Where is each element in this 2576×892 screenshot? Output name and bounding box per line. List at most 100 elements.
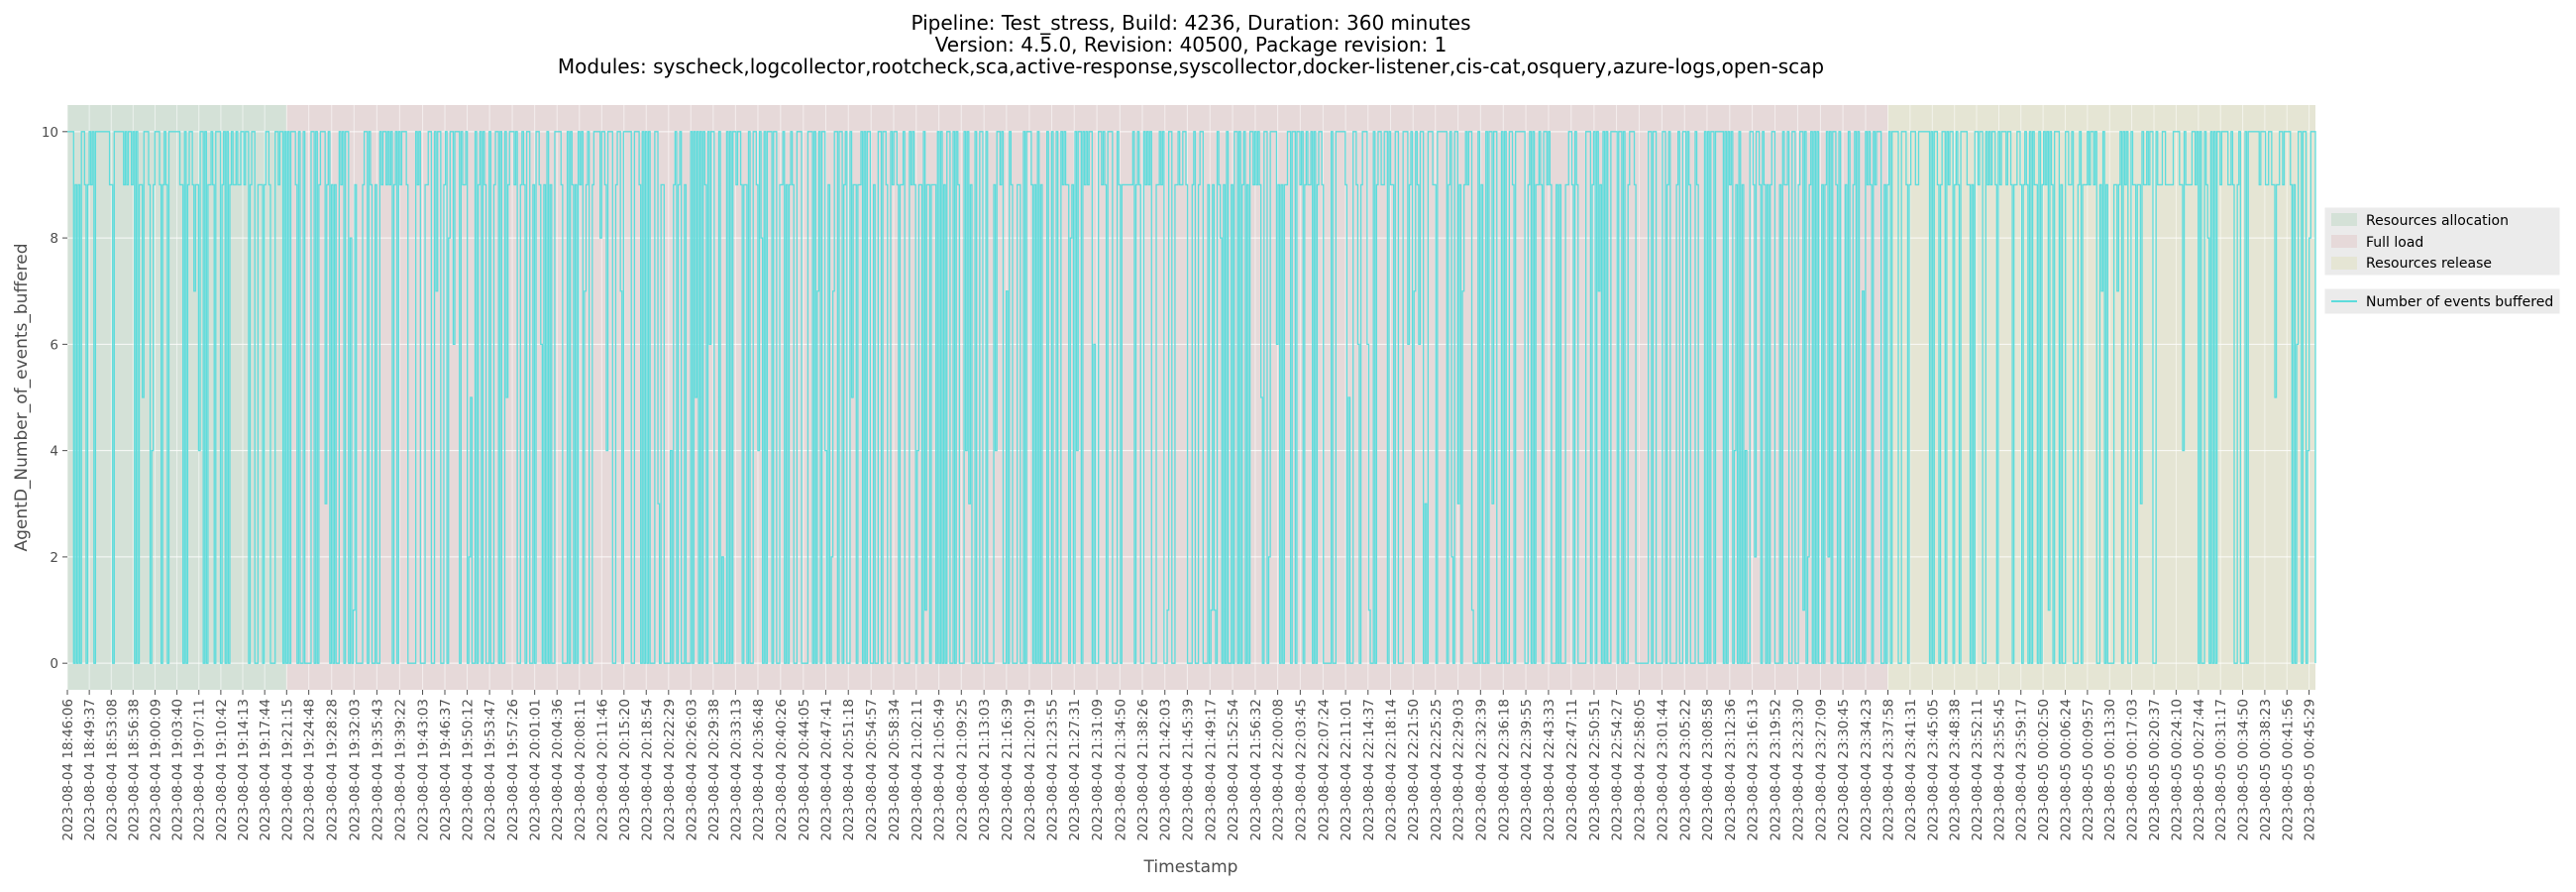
x-tick-label-10: 2023-08-04 19:21:15 <box>279 699 295 840</box>
y-axis-label: AgentD_Number_of_events_buffered <box>12 244 32 552</box>
x-tick-label-15: 2023-08-04 19:39:22 <box>392 699 408 840</box>
x-tick-label-35: 2023-08-04 20:51:18 <box>841 699 857 840</box>
x-tick-label-23: 2023-08-04 20:08:11 <box>573 699 589 840</box>
x-tick-label-7: 2023-08-04 19:10:42 <box>214 699 230 840</box>
x-tick-label-94: 2023-08-05 00:24:10 <box>2169 699 2185 840</box>
x-tick-label-3: 2023-08-04 18:56:38 <box>126 699 142 840</box>
x-tick-label-90: 2023-08-05 00:09:57 <box>2081 699 2096 840</box>
legend-label-events-buffered: Number of events buffered <box>2366 294 2553 310</box>
x-axis-ticks: 2023-08-04 18:46:06 2023-08-04 18:49:37 20… <box>60 690 2318 840</box>
x-tick-label-4: 2023-08-04 19:00:09 <box>148 699 163 840</box>
x-tick-label-58: 2023-08-04 22:14:37 <box>1361 699 1377 840</box>
y-tick-label-4: 8 <box>50 231 58 247</box>
chart-title-line-1: Pipeline: Test_stress, Build: 4236, Dura… <box>911 11 1470 35</box>
legend-swatch-resources-allocation <box>2331 213 2357 226</box>
x-tick-label-68: 2023-08-04 22:50:51 <box>1587 699 1603 840</box>
x-tick-label-49: 2023-08-04 21:42:03 <box>1158 699 1174 840</box>
y-tick-label-0: 0 <box>50 656 58 672</box>
y-tick-label-3: 6 <box>50 337 58 353</box>
legend-label-full-load: Full load <box>2366 235 2423 251</box>
y-tick-label-1: 2 <box>50 550 58 566</box>
x-tick-label-69: 2023-08-04 22:54:27 <box>1610 699 1626 840</box>
x-tick-label-39: 2023-08-04 21:05:49 <box>932 699 948 840</box>
x-tick-label-72: 2023-08-04 23:05:22 <box>1677 699 1693 840</box>
legend-series-box <box>2323 287 2561 315</box>
x-tick-label-16: 2023-08-04 19:43:03 <box>416 699 432 840</box>
x-tick-label-22: 2023-08-04 20:04:36 <box>550 699 566 840</box>
x-tick-label-32: 2023-08-04 20:40:26 <box>774 699 790 840</box>
x-tick-label-14: 2023-08-04 19:35:43 <box>370 699 385 840</box>
x-tick-label-63: 2023-08-04 22:32:39 <box>1473 699 1489 840</box>
x-tick-label-26: 2023-08-04 20:18:54 <box>639 699 655 840</box>
x-tick-label-12: 2023-08-04 19:28:28 <box>325 699 341 840</box>
legend-phases: Resources allocation Full load Resources… <box>2323 206 2561 277</box>
x-tick-label-47: 2023-08-04 21:34:50 <box>1113 699 1128 840</box>
x-tick-label-92: 2023-08-05 00:17:03 <box>2125 699 2141 840</box>
x-tick-label-89: 2023-08-05 00:06:24 <box>2059 699 2075 840</box>
x-tick-label-21: 2023-08-04 20:01:01 <box>528 699 544 840</box>
x-tick-label-97: 2023-08-05 00:34:50 <box>2236 699 2252 840</box>
x-tick-label-75: 2023-08-04 23:16:13 <box>1746 699 1762 840</box>
x-tick-label-31: 2023-08-04 20:36:48 <box>751 699 767 840</box>
x-tick-label-87: 2023-08-04 23:59:17 <box>2014 699 2030 840</box>
x-tick-label-46: 2023-08-04 21:31:09 <box>1090 699 1106 840</box>
x-tick-label-28: 2023-08-04 20:26:03 <box>684 699 699 840</box>
legend-label-resources-allocation: Resources allocation <box>2366 213 2509 229</box>
x-tick-label-38: 2023-08-04 21:02:11 <box>910 699 925 840</box>
x-tick-label-29: 2023-08-04 20:29:38 <box>706 699 722 840</box>
x-tick-label-5: 2023-08-04 19:03:40 <box>170 699 186 840</box>
x-tick-label-98: 2023-08-05 00:38:23 <box>2258 699 2274 840</box>
x-tick-label-76: 2023-08-04 23:19:52 <box>1769 699 1784 840</box>
x-tick-label-56: 2023-08-04 22:07:24 <box>1316 699 1332 840</box>
x-tick-label-62: 2023-08-04 22:29:03 <box>1451 699 1467 840</box>
x-tick-label-6: 2023-08-04 19:07:11 <box>192 699 208 840</box>
x-tick-label-66: 2023-08-04 22:43:33 <box>1542 699 1557 840</box>
x-axis-label: Timestamp <box>1143 857 1238 877</box>
x-tick-label-60: 2023-08-04 22:21:50 <box>1406 699 1422 840</box>
x-tick-label-50: 2023-08-04 21:45:39 <box>1180 699 1196 840</box>
x-tick-label-74: 2023-08-04 23:12:36 <box>1723 699 1739 840</box>
x-tick-label-43: 2023-08-04 21:20:19 <box>1022 699 1038 840</box>
legend-swatch-full-load <box>2331 235 2357 248</box>
x-tick-label-0: 2023-08-04 18:46:06 <box>60 699 76 840</box>
x-tick-label-9: 2023-08-04 19:17:44 <box>258 699 273 840</box>
x-tick-label-91: 2023-08-05 00:13:30 <box>2102 699 2118 840</box>
x-tick-label-65: 2023-08-04 22:39:55 <box>1519 699 1535 840</box>
x-tick-label-96: 2023-08-05 00:31:17 <box>2213 699 2229 840</box>
x-tick-label-42: 2023-08-04 21:16:39 <box>1000 699 1016 840</box>
x-tick-label-61: 2023-08-04 22:25:25 <box>1429 699 1445 840</box>
x-tick-label-86: 2023-08-04 23:55:45 <box>1991 699 2007 840</box>
x-tick-label-83: 2023-08-04 23:45:05 <box>1925 699 1941 840</box>
x-tick-label-44: 2023-08-04 21:23:55 <box>1045 699 1061 840</box>
x-tick-label-45: 2023-08-04 21:27:31 <box>1067 699 1083 840</box>
x-tick-label-30: 2023-08-04 20:33:13 <box>728 699 744 840</box>
x-tick-label-82: 2023-08-04 23:41:31 <box>1903 699 1919 840</box>
x-tick-label-33: 2023-08-04 20:44:05 <box>797 699 812 840</box>
y-tick-label-5: 10 <box>42 125 58 141</box>
chart-title-line-3: Modules: syscheck,logcollector,rootcheck… <box>558 55 1824 78</box>
x-tick-label-8: 2023-08-04 19:14:13 <box>236 699 252 840</box>
x-tick-label-93: 2023-08-05 00:20:37 <box>2147 699 2163 840</box>
x-tick-label-64: 2023-08-04 22:36:18 <box>1496 699 1512 840</box>
x-tick-label-37: 2023-08-04 20:58:34 <box>887 699 903 840</box>
phase-band-1 <box>286 105 1888 690</box>
x-tick-label-73: 2023-08-04 23:08:58 <box>1700 699 1716 840</box>
x-tick-label-51: 2023-08-04 21:49:17 <box>1203 699 1219 840</box>
x-tick-label-84: 2023-08-04 23:48:38 <box>1948 699 1964 840</box>
legend-label-resources-release: Resources release <box>2366 256 2492 272</box>
legend-series: Number of events buffered <box>2323 287 2561 315</box>
x-tick-label-95: 2023-08-05 00:27:44 <box>2192 699 2207 840</box>
x-tick-label-40: 2023-08-04 21:09:25 <box>954 699 970 840</box>
x-tick-label-11: 2023-08-04 19:24:48 <box>302 699 318 840</box>
series-layer <box>67 131 2316 664</box>
x-tick-label-27: 2023-08-04 20:22:29 <box>662 699 678 840</box>
x-tick-label-20: 2023-08-04 19:57:26 <box>505 699 521 840</box>
x-tick-label-48: 2023-08-04 21:38:26 <box>1135 699 1151 840</box>
x-tick-label-70: 2023-08-04 22:58:05 <box>1632 699 1648 840</box>
x-tick-label-100: 2023-08-05 00:45:29 <box>2303 699 2318 840</box>
x-tick-label-52: 2023-08-04 21:52:54 <box>1226 699 1241 840</box>
x-tick-label-54: 2023-08-04 22:00:08 <box>1271 699 1287 840</box>
x-tick-label-85: 2023-08-04 23:52:11 <box>1970 699 1986 840</box>
x-tick-label-57: 2023-08-04 22:11:01 <box>1339 699 1354 840</box>
